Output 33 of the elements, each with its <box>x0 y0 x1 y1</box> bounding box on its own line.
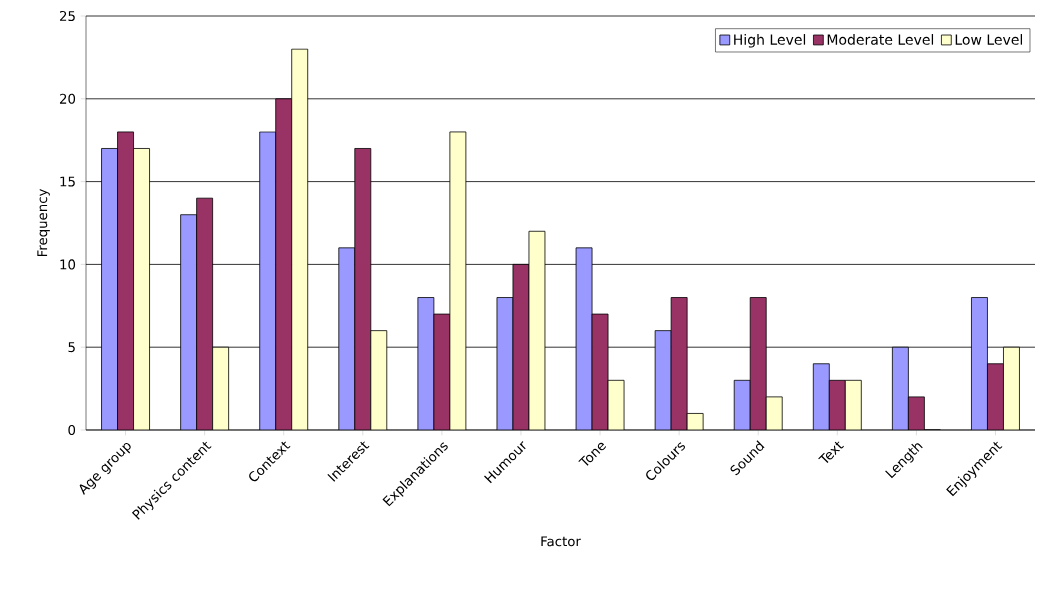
y-tick-label: 5 <box>68 342 75 353</box>
bar <box>749 297 767 430</box>
bar <box>1003 346 1020 430</box>
bar <box>196 197 214 430</box>
bar <box>971 297 988 430</box>
bar <box>291 48 309 430</box>
bar <box>844 379 862 430</box>
bar <box>733 379 751 430</box>
bar <box>370 330 388 430</box>
y-tick-label: 25 <box>59 10 75 22</box>
bar <box>987 363 1004 430</box>
bar <box>275 98 293 430</box>
bar <box>117 131 134 430</box>
bar <box>133 148 150 430</box>
legend-label: Low Level <box>955 34 1023 45</box>
y-tick-label: 10 <box>60 259 76 270</box>
x-axis-title: Factor <box>541 536 581 547</box>
y-axis-title: Frequency <box>37 188 50 257</box>
bar <box>338 247 356 430</box>
bar <box>259 131 277 430</box>
legend-label: Moderate Level <box>827 34 934 45</box>
bar <box>891 346 909 430</box>
bar <box>101 148 118 430</box>
x-tick-label: Text <box>818 441 844 464</box>
bar <box>180 214 198 430</box>
bar <box>354 148 372 430</box>
y-tick-label: 15 <box>60 176 75 187</box>
bar <box>212 346 230 430</box>
bar <box>812 363 830 430</box>
bar <box>828 379 846 430</box>
y-tick-label: 20 <box>59 93 76 104</box>
y-tick-label: 0 <box>68 424 76 436</box>
legend-label: High Level <box>734 34 806 48</box>
